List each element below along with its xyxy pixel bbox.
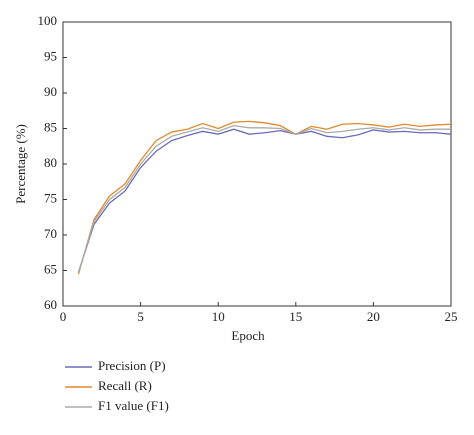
series-line xyxy=(77,124,451,273)
y-tick-label: 60 xyxy=(44,297,57,312)
x-tick-label: 10 xyxy=(212,309,225,324)
y-tick-label: 100 xyxy=(38,13,58,28)
x-tick-label: 20 xyxy=(367,309,380,324)
plot-frame xyxy=(62,21,452,307)
y-tick-label: 75 xyxy=(44,190,57,205)
x-tick-label: 25 xyxy=(445,309,458,324)
y-tick-label: 70 xyxy=(44,226,57,241)
legend-label: F1 value (F1) xyxy=(98,398,169,413)
series-line xyxy=(77,120,452,275)
legend-label: Precision (P) xyxy=(98,358,166,373)
y-tick-label: 90 xyxy=(44,84,57,99)
y-tick-label: 95 xyxy=(44,48,57,63)
y-tick-label: 65 xyxy=(44,261,57,276)
x-tick-label: 5 xyxy=(137,309,144,324)
y-tick-label: 85 xyxy=(44,119,57,134)
x-tick-label: 15 xyxy=(289,309,302,324)
legend-label: Recall (R) xyxy=(98,378,152,393)
y-tick-label: 80 xyxy=(44,155,57,170)
y-axis-label: Percentage (%) xyxy=(13,124,28,204)
x-axis-label: Epoch xyxy=(231,328,265,343)
series-line xyxy=(77,128,452,273)
x-tick-label: 0 xyxy=(60,309,67,324)
